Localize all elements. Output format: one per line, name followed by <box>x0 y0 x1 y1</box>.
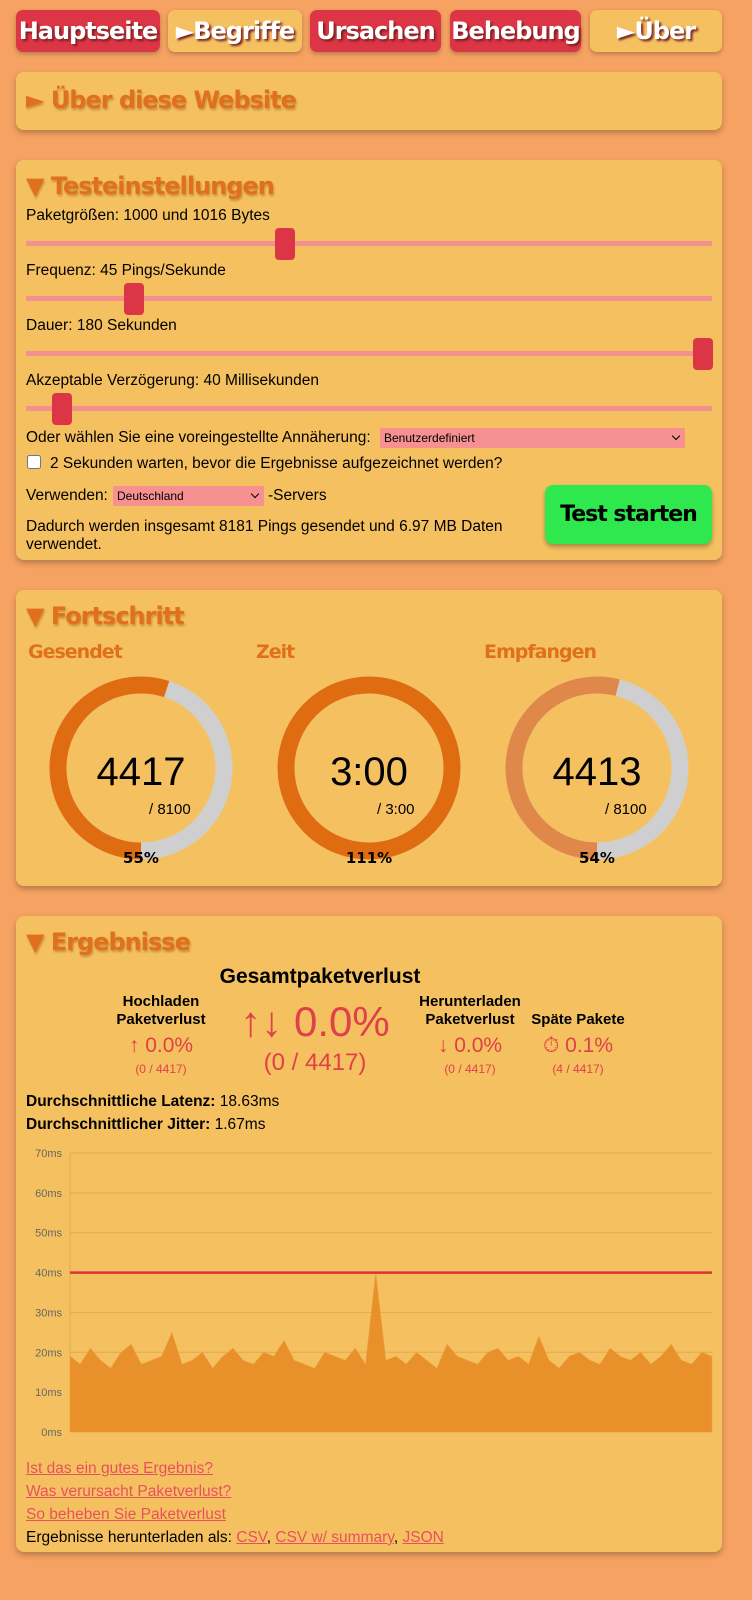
gauge-arc <box>49 676 170 860</box>
slider-thumb[interactable] <box>693 338 713 370</box>
download-link[interactable]: CSV w/ summary <box>275 1529 394 1546</box>
summary: Dadurch werden insgesamt 8181 Pings gese… <box>26 518 503 553</box>
slider-label: Paketgrößen: 1000 und 1016 Bytes <box>26 207 270 224</box>
separator: , <box>266 1529 272 1546</box>
y-tick-label: 10ms <box>35 1387 62 1399</box>
start-button[interactable]: Test starten <box>545 485 712 544</box>
nav-terms[interactable]: ►Begriffe <box>168 10 302 52</box>
link[interactable]: Ist das ein gutes Ergebnis? <box>26 1460 213 1477</box>
separator: , <box>393 1529 399 1546</box>
slider-thumb[interactable] <box>275 228 295 260</box>
wait-checkbox[interactable] <box>27 455 41 469</box>
download-detail: (0 / 4417) <box>444 1062 496 1076</box>
download-title: Herunterladen Paketverlust <box>419 993 521 1028</box>
slider-label: Frequenz: 45 Pings/Sekunde <box>26 262 226 279</box>
gauge-count: 3:00 <box>330 750 408 794</box>
download-label: Ergebnisse herunterladen als: <box>26 1529 232 1546</box>
y-tick-label: 0ms <box>41 1427 62 1439</box>
slider-track <box>26 351 712 356</box>
latency-area <box>69 1272 713 1433</box>
late-title: Späte Pakete <box>531 1011 625 1028</box>
download-link[interactable]: JSON <box>402 1529 444 1546</box>
upload-detail: (0 / 4417) <box>135 1062 187 1076</box>
nav-home[interactable]: Hauptseite <box>16 10 160 52</box>
upload-value: ↑ 0.0% <box>128 1034 194 1057</box>
late-value: ⏱ 0.1% <box>542 1034 614 1057</box>
jitter-row: Durchschnittlicher Jitter: 1.67ms <box>26 1116 265 1134</box>
y-tick-label: 50ms <box>35 1228 62 1240</box>
download-row: Ergebnisse herunterladen als: CSV, CSV w… <box>26 1529 444 1547</box>
settings-title[interactable]: ▼ Testeinstellungen <box>26 172 275 200</box>
y-tick-label: 70ms <box>35 1148 62 1160</box>
latency-row: Durchschnittliche Latenz: 18.63ms <box>26 1093 279 1111</box>
latency-value: 18.63ms <box>219 1093 280 1110</box>
total-value: ↑↓ 0.0% <box>240 998 390 1045</box>
gauge-percent: 55% <box>123 849 159 867</box>
total-title: Gesamtpaketverlust <box>219 965 421 988</box>
server-suffix: -Servers <box>268 487 327 504</box>
late-detail: (4 / 4417) <box>552 1062 604 1076</box>
gauge-total: / 3:00 <box>377 801 415 818</box>
preset-label: Oder wählen Sie eine voreingestellte Ann… <box>26 429 371 446</box>
nav-causes[interactable]: Ursachen <box>310 10 441 52</box>
upload-title: Hochladen Paketverlust <box>116 993 206 1028</box>
latency-label: Durchschnittliche Latenz: <box>26 1093 216 1110</box>
about-panel: ► Über diese Website <box>16 72 722 130</box>
link[interactable]: So beheben Sie Paketverlust <box>26 1506 226 1523</box>
gauge-title: Empfangen <box>484 641 596 663</box>
about-title[interactable]: ► Über diese Website <box>26 86 297 114</box>
gauge-title: Zeit <box>256 641 295 663</box>
nav-about[interactable]: ►Über <box>590 10 722 52</box>
slider-thumb[interactable] <box>52 393 72 425</box>
progress-title[interactable]: ▼ Fortschritt <box>26 602 185 630</box>
slider-thumb[interactable] <box>124 283 144 315</box>
nav-fix[interactable]: Behebung <box>450 10 581 52</box>
gauge-percent: 111% <box>346 849 392 867</box>
link[interactable]: Was verursacht Paketverlust? <box>26 1483 232 1500</box>
y-tick-label: 30ms <box>35 1307 62 1319</box>
y-tick-label: 40ms <box>35 1268 62 1280</box>
download-link[interactable]: CSV <box>236 1529 267 1546</box>
gauges: Gesendet 4417 / 8100 55% Zeit 3:00 / 3:00 111% E… <box>28 641 689 867</box>
progress-panel: ▼ Fortschritt <box>16 590 722 886</box>
results-panel: ▼ Ergebnisse <box>16 916 722 1552</box>
preset-select[interactable]: Benutzerdefiniert <box>380 428 685 448</box>
latency-chart: 0ms 10ms 20ms 30ms 40ms 50ms 60ms 70ms <box>35 1148 713 1439</box>
y-tick-label: 60ms <box>35 1188 62 1200</box>
server-select[interactable]: Deutschland <box>113 486 264 506</box>
gauge-count: 4413 <box>553 750 642 794</box>
gauge-percent: 54% <box>579 849 615 867</box>
slider-label: Akzeptable Verzögerung: 40 Millisekunden <box>26 372 319 389</box>
jitter-value: 1.67ms <box>214 1116 266 1133</box>
gauge-count: 4417 <box>97 750 186 794</box>
slider-track <box>26 241 712 246</box>
gauge-total: / 8100 <box>605 801 647 818</box>
slider-track <box>26 296 712 301</box>
server-prefix: Verwenden: <box>26 487 108 504</box>
slider-track <box>26 406 712 411</box>
gauge-total: / 8100 <box>149 801 191 818</box>
download-value: ↓ 0.0% <box>437 1034 503 1057</box>
gauge-arc <box>277 676 461 860</box>
total-detail: (0 / 4417) <box>263 1049 367 1076</box>
wait-label: 2 Sekunden warten, bevor die Ergebnisse … <box>50 455 503 472</box>
jitter-label: Durchschnittlicher Jitter: <box>26 1116 211 1133</box>
gauge-title: Gesendet <box>28 641 123 663</box>
gauge-arc <box>505 676 620 860</box>
y-tick-label: 20ms <box>35 1347 62 1359</box>
results-title[interactable]: ▼ Ergebnisse <box>26 928 191 956</box>
slider-label: Dauer: 180 Sekunden <box>26 317 177 334</box>
